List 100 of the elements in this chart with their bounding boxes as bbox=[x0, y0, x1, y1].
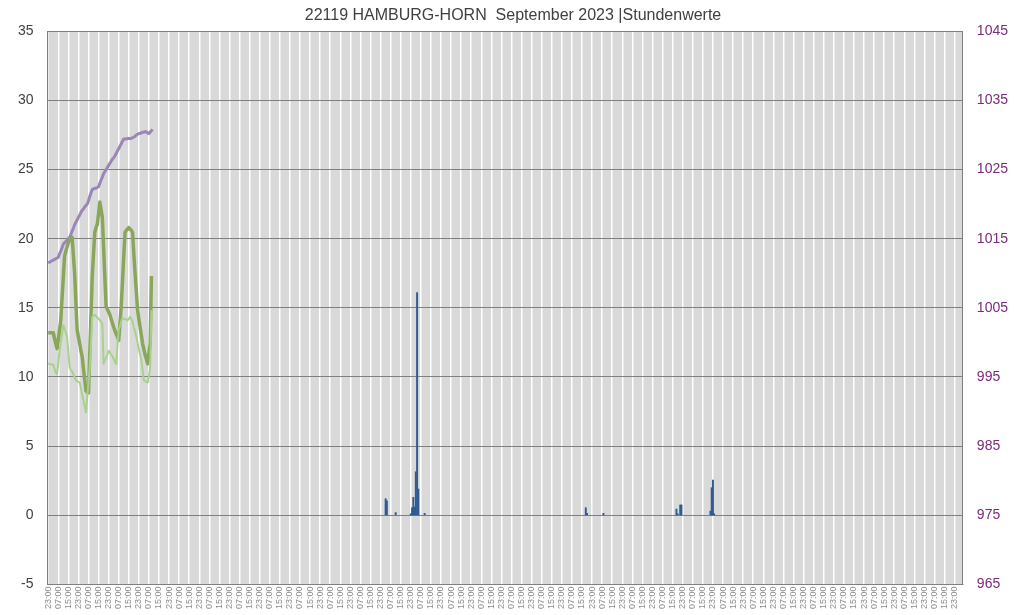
x-tick-label: 23:00 bbox=[918, 586, 929, 610]
y2-tick-label: 1015 bbox=[976, 229, 1009, 246]
x-tick-label: 15:00 bbox=[878, 586, 889, 610]
x-tick-label: 15:00 bbox=[697, 586, 708, 610]
x-tick-label: 07:00 bbox=[626, 586, 637, 610]
x-tick-label: 07:00 bbox=[596, 586, 607, 610]
x-tick-label: 23:00 bbox=[42, 586, 53, 610]
x-tick-label: 23:00 bbox=[707, 586, 718, 610]
x-tick-label: 15:00 bbox=[244, 586, 255, 610]
x-tick-label: 07:00 bbox=[294, 586, 305, 610]
x-tick-label: 07:00 bbox=[385, 586, 396, 610]
y2-tick-label: 1005 bbox=[976, 298, 1009, 315]
y-tick-label: 35 bbox=[17, 22, 34, 39]
y2-tick-label: 1035 bbox=[976, 91, 1009, 108]
x-tick-label: 23:00 bbox=[465, 586, 476, 610]
x-tick-label: 07:00 bbox=[687, 586, 698, 610]
x-tick-label: 07:00 bbox=[113, 586, 124, 610]
x-tick-label: 07:00 bbox=[747, 586, 758, 610]
x-tick-label: 23:00 bbox=[677, 586, 688, 610]
x-tick-label: 15:00 bbox=[636, 586, 647, 610]
x-tick-label: 15:00 bbox=[304, 586, 315, 610]
y2-tick-label: 1045 bbox=[976, 22, 1009, 39]
y-tick-label: 25 bbox=[17, 160, 34, 177]
x-tick-label: 07:00 bbox=[445, 586, 456, 610]
x-tick-label: 23:00 bbox=[254, 586, 265, 610]
x-tick-label: 15:00 bbox=[425, 586, 436, 610]
x-tick-label: 07:00 bbox=[566, 586, 577, 610]
y2-tick-label: 975 bbox=[976, 506, 1001, 523]
x-tick-label: 07:00 bbox=[234, 586, 245, 610]
x-tick-label: 23:00 bbox=[858, 586, 869, 610]
x-tick-label: 07:00 bbox=[717, 586, 728, 610]
x-tick-label: 07:00 bbox=[505, 586, 516, 610]
x-tick-label: 15:00 bbox=[757, 586, 768, 610]
x-tick-label: 07:00 bbox=[929, 586, 940, 610]
x-tick-label: 23:00 bbox=[949, 586, 960, 610]
x-tick-label: 23:00 bbox=[284, 586, 295, 610]
x-tick-label: 15:00 bbox=[123, 586, 134, 610]
y-tick-label: 10 bbox=[17, 367, 34, 384]
x-tick-label: 07:00 bbox=[264, 586, 275, 610]
x-tick-label: 15:00 bbox=[153, 586, 164, 610]
x-tick-label: 23:00 bbox=[314, 586, 325, 610]
x-tick-label: 15:00 bbox=[848, 586, 859, 610]
x-tick-label: 23:00 bbox=[526, 586, 537, 610]
x-tick-label: 23:00 bbox=[72, 586, 83, 610]
x-tick-label: 07:00 bbox=[173, 586, 184, 610]
x-tick-label: 07:00 bbox=[52, 586, 63, 610]
y2-tick-label: 995 bbox=[976, 367, 1001, 384]
x-tick-label: 15:00 bbox=[606, 586, 617, 610]
x-tick-label: 07:00 bbox=[354, 586, 365, 610]
y-tick-label: 30 bbox=[17, 91, 34, 108]
x-tick-label: 15:00 bbox=[546, 586, 557, 610]
x-tick-label: 15:00 bbox=[62, 586, 73, 610]
x-tick-label: 23:00 bbox=[647, 586, 657, 610]
x-tick-label: 15:00 bbox=[364, 586, 375, 610]
x-tick-label: 07:00 bbox=[82, 586, 93, 610]
x-tick-label: 23:00 bbox=[737, 586, 748, 610]
x-tick-label: 15:00 bbox=[576, 586, 587, 610]
x-tick-label: 15:00 bbox=[213, 586, 224, 610]
y-tick-label: 5 bbox=[25, 437, 34, 454]
x-tick-label: 23:00 bbox=[405, 586, 416, 610]
x-tick-label: 07:00 bbox=[838, 586, 849, 610]
x-tick-label: 07:00 bbox=[324, 586, 335, 610]
x-tick-label: 15:00 bbox=[274, 586, 285, 610]
x-tick-label: 15:00 bbox=[939, 586, 950, 610]
x-tick-label: 15:00 bbox=[395, 586, 406, 610]
x-tick-label: 23:00 bbox=[888, 586, 899, 610]
x-tick-label: 23:00 bbox=[344, 586, 355, 610]
x-tick-label: 23:00 bbox=[556, 586, 567, 610]
x-tick-label: 15:00 bbox=[667, 586, 678, 610]
x-tick-label: 07:00 bbox=[657, 586, 668, 610]
x-tick-label: 15:00 bbox=[485, 586, 496, 610]
x-tick-label: 23:00 bbox=[798, 586, 809, 610]
x-tick-label: 15:00 bbox=[183, 586, 194, 610]
x-tick-label: 23:00 bbox=[586, 586, 597, 610]
x-tick-label: 15:00 bbox=[788, 586, 799, 610]
x-tick-label: 15:00 bbox=[516, 586, 527, 610]
x-tick-label: 23:00 bbox=[375, 586, 386, 610]
x-tick-label: 07:00 bbox=[415, 586, 426, 610]
x-tick-label: 15:00 bbox=[455, 586, 466, 610]
x-tick-label: 07:00 bbox=[898, 586, 909, 610]
y-tick-label: -5 bbox=[21, 575, 34, 592]
x-tick-label: 07:00 bbox=[475, 586, 486, 610]
x-tick-label: 15:00 bbox=[727, 586, 738, 610]
x-tick-label: 07:00 bbox=[203, 586, 214, 610]
x-tick-label: 07:00 bbox=[868, 586, 879, 610]
x-tick-label: 23:00 bbox=[223, 586, 234, 610]
x-tick-label: 23:00 bbox=[828, 586, 839, 610]
x-tick-label: 15:00 bbox=[334, 586, 345, 610]
y-tick-label: 0 bbox=[25, 506, 34, 523]
x-tick-label: 15:00 bbox=[908, 586, 919, 610]
x-tick-label: 07:00 bbox=[536, 586, 547, 610]
y-tick-label: 20 bbox=[17, 229, 34, 246]
y2-tick-label: 985 bbox=[976, 437, 1001, 454]
x-tick-label: 07:00 bbox=[777, 586, 788, 610]
x-tick-label: 23:00 bbox=[495, 586, 506, 610]
x-tick-label: 07:00 bbox=[143, 586, 154, 610]
y2-tick-label: 965 bbox=[976, 575, 1001, 592]
x-tick-label: 23:00 bbox=[435, 586, 446, 610]
x-tick-label: 23:00 bbox=[193, 586, 204, 610]
y2-tick-label: 1025 bbox=[976, 160, 1009, 177]
